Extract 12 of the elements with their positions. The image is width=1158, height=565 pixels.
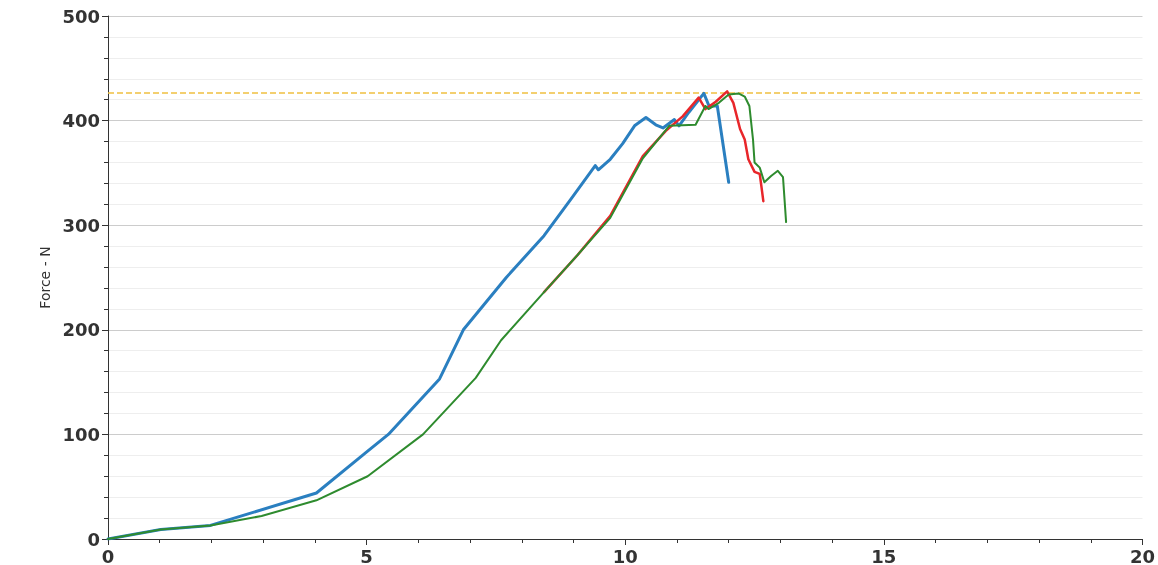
x-tick-label: 5 [360, 545, 373, 565]
y-tick-label: 100 [62, 423, 100, 445]
y-tick-label: 400 [62, 110, 100, 132]
y-tick-label: 200 [62, 319, 100, 341]
y-tick-label: 300 [62, 214, 100, 236]
y-tick-label: 0 [87, 528, 100, 550]
y-axis-title: Force - N [36, 246, 53, 309]
y-tick-label: 500 [62, 5, 100, 27]
x-tick-label: 10 [612, 545, 638, 565]
x-tick-label: 0 [101, 545, 115, 565]
x-tick-label: 15 [871, 545, 897, 565]
x-tick-label: 20 [1129, 545, 1156, 565]
